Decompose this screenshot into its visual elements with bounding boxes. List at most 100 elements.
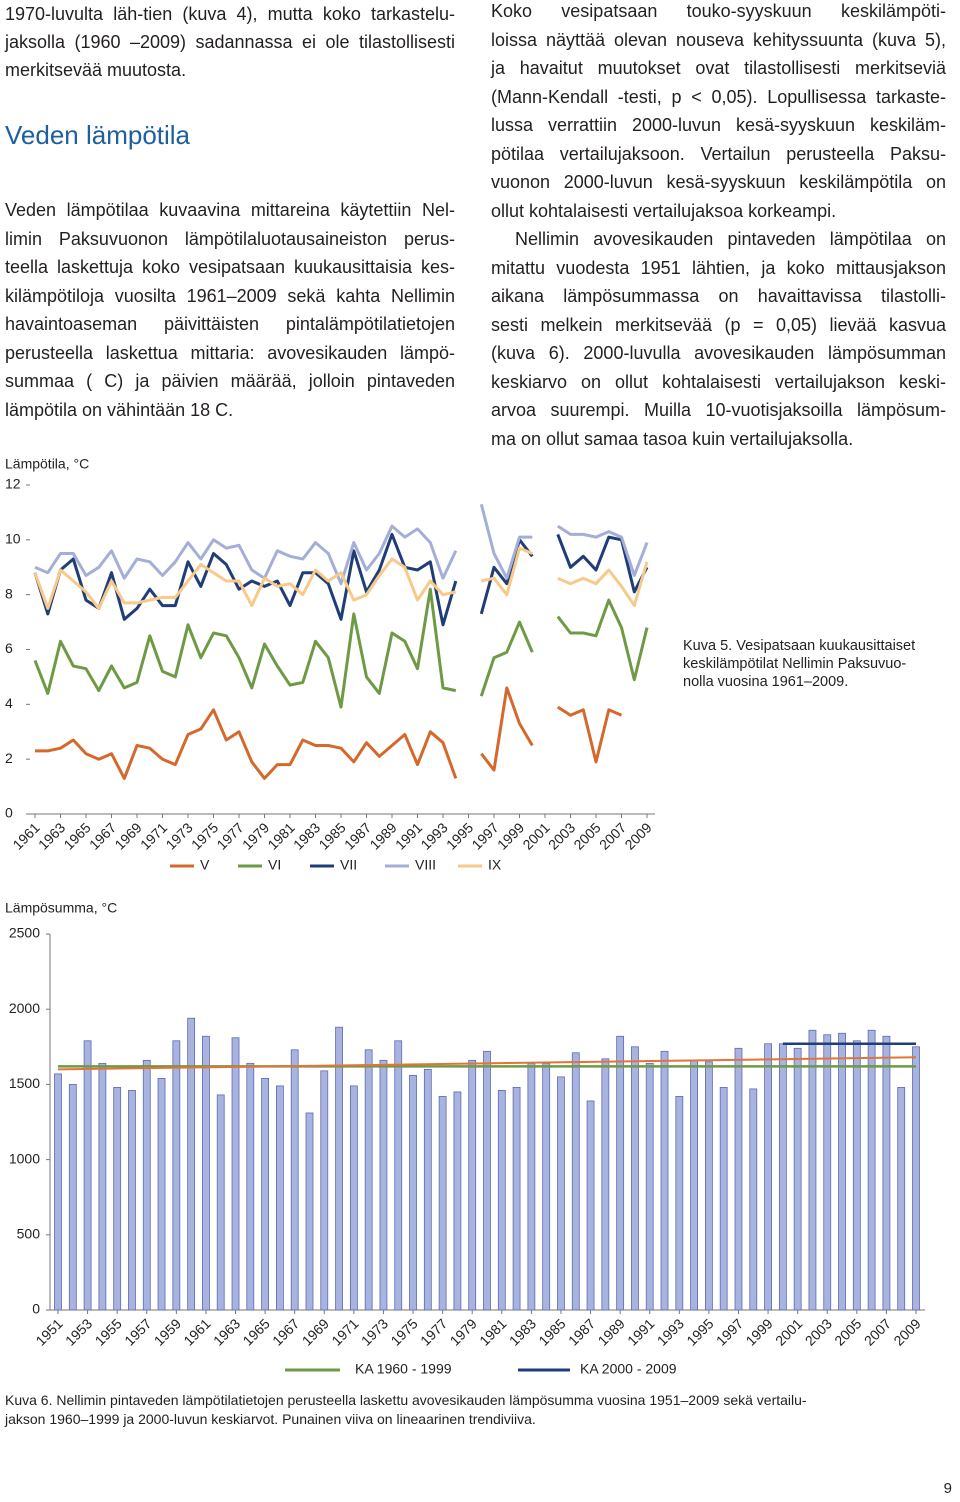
text-line: ja havaitut muutokset ovat tilastollises…: [491, 58, 946, 78]
bar: [83, 1040, 92, 1311]
x-tick-label: 1981: [476, 1315, 509, 1348]
trend-line: [57, 1056, 917, 1071]
text-line: jaksolla (1960 –2009) sadannassa ei ole …: [5, 32, 455, 52]
caption: keskilämpötilat Nellimin Paksuvuo-: [683, 656, 907, 672]
x-tick-label: 1965: [60, 819, 93, 852]
y-tick-label: 0: [5, 805, 13, 821]
y-tick-label: 12: [5, 476, 21, 492]
bar: [128, 1090, 136, 1311]
x-tick-label: 1997: [713, 1315, 746, 1348]
x-tick-label: 1975: [188, 819, 221, 852]
x-tick-label: 1985: [535, 1315, 568, 1348]
text-line: ma on ollut samaa tasoa kuin vertailujak…: [491, 428, 854, 449]
y-tick-label: 4: [5, 695, 13, 711]
bar: [675, 1096, 684, 1311]
bar: [808, 1029, 817, 1311]
x-tick-label: 1989: [366, 819, 399, 852]
x-tick-label: 1973: [162, 819, 195, 852]
legend-label: VII: [340, 857, 357, 873]
x-tick-label: 1995: [683, 1315, 716, 1348]
x-tick-label: 1967: [86, 819, 119, 852]
x-tick-label: 1953: [62, 1315, 95, 1348]
x-tick-label: 2007: [861, 1315, 894, 1348]
bar: [704, 1061, 713, 1311]
legend-label: VI: [268, 857, 281, 873]
bar: [305, 1112, 314, 1311]
y-tick-label: 1000: [9, 1150, 40, 1166]
bar: [852, 1040, 861, 1311]
caption: Kuva 5. Vesipatsaan kuukausittaiset: [683, 638, 916, 654]
text-line: ollut kohtalaisesti vertailujaksoa korke…: [491, 200, 837, 221]
text-line: teella laskettuja koko vesipatsaan kuuka…: [5, 257, 455, 277]
bar: [98, 1062, 107, 1311]
x-tick-label: 1969: [111, 819, 144, 852]
legend-label: KA 1960 - 1999: [355, 1361, 452, 1377]
bar: [912, 1046, 920, 1311]
x-tick-label: 1955: [92, 1315, 125, 1348]
bar: [113, 1087, 122, 1311]
bar: [54, 1073, 62, 1311]
line-series: [35, 686, 623, 780]
bar: [142, 1059, 151, 1311]
line-series: [34, 503, 649, 586]
bar: [423, 1068, 432, 1311]
x-tick-label: 1999: [742, 1315, 775, 1348]
bar: [512, 1087, 521, 1311]
x-tick-label: 1993: [654, 1315, 687, 1348]
line-series: [33, 546, 649, 610]
x-tick-label: 1989: [595, 1315, 628, 1348]
bar: [172, 1040, 181, 1311]
y-tick-label: 10: [5, 531, 21, 547]
bar: [645, 1062, 654, 1311]
bar: [335, 1026, 343, 1311]
y-tick-label: 2: [5, 750, 13, 766]
bar: [734, 1047, 743, 1311]
x-tick-label: 1971: [328, 1315, 361, 1348]
bar: [897, 1087, 906, 1311]
x-tick-label: 1985: [315, 819, 348, 852]
caption: Kuva 6. Nellimin pintaveden lämpötilatie…: [5, 1392, 807, 1408]
x-tick-label: 2005: [831, 1315, 864, 1348]
text-line: Nellimin avovesikauden pintaveden lämpöt…: [515, 229, 946, 249]
y-tick-label: 1500: [9, 1075, 40, 1091]
x-tick-label: 1959: [151, 1315, 184, 1348]
text-line: mitattu vuodesta 1951 lähtien, ja koko m…: [491, 257, 946, 278]
x-tick-label: 1975: [387, 1315, 420, 1348]
text-line: lussa verrattiin 2000-luvun kesä-syyskuu…: [491, 115, 946, 135]
y-tick-label: 500: [17, 1226, 41, 1242]
page-number: 9: [943, 1480, 952, 1497]
x-tick-label: 1963: [35, 819, 68, 852]
caption: nolla vuosina 1961–2009.: [683, 674, 849, 690]
y-tick-label: 6: [5, 640, 13, 656]
bar: [497, 1090, 506, 1311]
bar: [231, 1037, 240, 1311]
bar: [823, 1034, 832, 1311]
x-tick-label: 1977: [417, 1315, 450, 1348]
bar: [690, 1059, 699, 1311]
bar: [246, 1062, 255, 1311]
x-tick-label: 1995: [443, 819, 476, 852]
bar: [571, 1052, 580, 1311]
bar: [216, 1094, 225, 1311]
x-tick-label: 1973: [358, 1315, 391, 1348]
bar: [793, 1047, 802, 1311]
text-line: Koko vesipatsaan touko-syyskuun keskiläm…: [491, 1, 946, 21]
bar: [468, 1059, 477, 1311]
legend-label: KA 2000 - 2009: [580, 1361, 677, 1377]
x-tick-label: 1951: [32, 1315, 65, 1348]
x-tick-label: 2001: [772, 1315, 805, 1348]
text-line: aikana lämpösummassa on havaittavissa ti…: [491, 286, 946, 306]
x-tick-label: 2007: [596, 819, 629, 852]
x-tick-label: 2001: [519, 819, 552, 852]
caption: jakson 1960–1999 ja 2000-luvun keskiarvo…: [5, 1411, 536, 1427]
bar: [453, 1091, 462, 1311]
y-tick-label: 8: [5, 585, 13, 601]
text-line: vuonon 2000-luvun kesä-syyskuun keskiläm…: [491, 172, 946, 192]
bar: [483, 1050, 491, 1311]
bar: [157, 1077, 166, 1311]
text-line: (kuva 6). 2000-luvulla avovesikauden läm…: [491, 343, 946, 363]
bar: [601, 1058, 610, 1311]
x-tick-label: 1999: [494, 819, 527, 852]
text-line: keskiarvo on ollut kohtalaisesti vertail…: [491, 371, 946, 392]
